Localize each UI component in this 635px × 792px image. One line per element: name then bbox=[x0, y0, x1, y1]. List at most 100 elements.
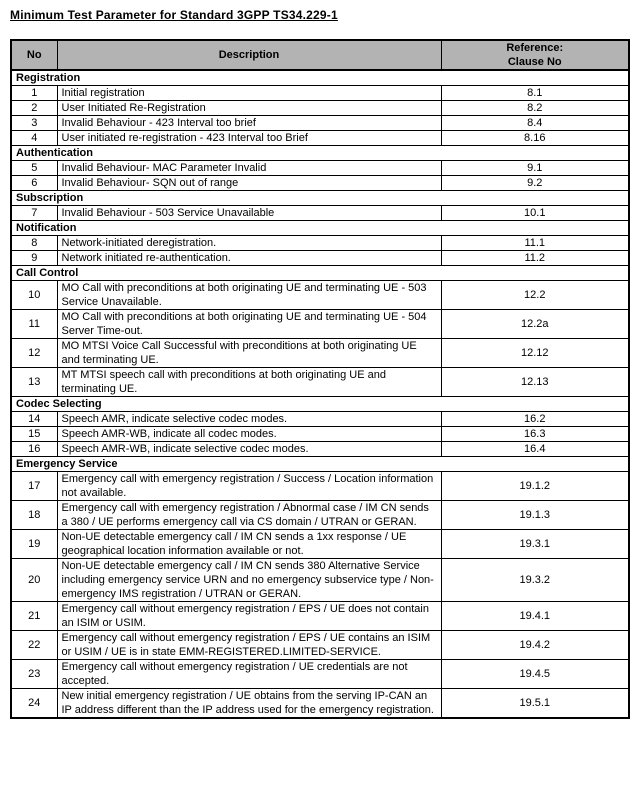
row-reference: 12.2a bbox=[440, 309, 630, 339]
row-description: Speech AMR, indicate selective codec mod… bbox=[56, 411, 442, 427]
row-reference: 12.12 bbox=[440, 338, 630, 368]
row-description: Speech AMR-WB, indicate all codec modes. bbox=[56, 426, 442, 442]
row-reference: 16.2 bbox=[440, 411, 630, 427]
row-reference: 19.4.5 bbox=[440, 659, 630, 689]
column-header-no: No bbox=[10, 39, 58, 71]
table-row: 17 Emergency call with emergency registr… bbox=[10, 471, 630, 501]
row-no: 22 bbox=[10, 630, 58, 660]
row-description: Non-UE detectable emergency call / IM CN… bbox=[56, 529, 442, 559]
row-no: 8 bbox=[10, 235, 58, 251]
row-reference: 19.4.2 bbox=[440, 630, 630, 660]
table-row: 15 Speech AMR-WB, indicate all codec mod… bbox=[10, 426, 630, 442]
row-no: 5 bbox=[10, 160, 58, 176]
table-row: 20 Non-UE detectable emergency call / IM… bbox=[10, 558, 630, 602]
table-row: 13 MT MTSI speech call with precondition… bbox=[10, 367, 630, 397]
section-title: Call Control bbox=[10, 265, 630, 281]
row-reference: 11.1 bbox=[440, 235, 630, 251]
section-row: Authentication bbox=[10, 145, 630, 161]
row-reference: 10.1 bbox=[440, 205, 630, 221]
section-title: Subscription bbox=[10, 190, 630, 206]
test-parameter-table: No Description Reference: Clause No Regi… bbox=[10, 39, 630, 719]
section-row: Codec Selecting bbox=[10, 396, 630, 412]
row-no: 7 bbox=[10, 205, 58, 221]
row-description: Speech AMR-WB, indicate selective codec … bbox=[56, 441, 442, 457]
row-no: 20 bbox=[10, 558, 58, 602]
row-reference: 9.2 bbox=[440, 175, 630, 191]
table-row: 12 MO MTSI Voice Call Successful with pr… bbox=[10, 338, 630, 368]
row-reference: 19.1.2 bbox=[440, 471, 630, 501]
row-reference: 8.4 bbox=[440, 115, 630, 131]
row-reference: 19.4.1 bbox=[440, 601, 630, 631]
section-row: Registration bbox=[10, 69, 630, 86]
row-description: Emergency call with emergency registrati… bbox=[56, 500, 442, 530]
row-reference: 19.1.3 bbox=[440, 500, 630, 530]
table-row: 21 Emergency call without emergency regi… bbox=[10, 601, 630, 631]
row-reference: 19.3.1 bbox=[440, 529, 630, 559]
row-description: Invalid Behaviour- MAC Parameter Invalid bbox=[56, 160, 442, 176]
column-header-reference: Reference: Clause No bbox=[440, 39, 630, 71]
table-row: 22 Emergency call without emergency regi… bbox=[10, 630, 630, 660]
row-no: 19 bbox=[10, 529, 58, 559]
column-header-description: Description bbox=[56, 39, 442, 71]
row-reference: 8.2 bbox=[440, 100, 630, 116]
page-title: Minimum Test Parameter for Standard 3GPP… bbox=[10, 8, 338, 22]
table-row: 11 MO Call with preconditions at both or… bbox=[10, 309, 630, 339]
table-row: 16 Speech AMR-WB, indicate selective cod… bbox=[10, 441, 630, 457]
row-description: MO Call with preconditions at both origi… bbox=[56, 309, 442, 339]
row-description: Emergency call without emergency registr… bbox=[56, 601, 442, 631]
row-description: Invalid Behaviour- SQN out of range bbox=[56, 175, 442, 191]
table-header-row: No Description Reference: Clause No bbox=[10, 39, 630, 71]
table-row: 19 Non-UE detectable emergency call / IM… bbox=[10, 529, 630, 559]
row-reference: 19.5.1 bbox=[440, 688, 630, 719]
section-title: Emergency Service bbox=[10, 456, 630, 472]
table-row: 7 Invalid Behaviour - 503 Service Unavai… bbox=[10, 205, 630, 221]
row-description: MO MTSI Voice Call Successful with preco… bbox=[56, 338, 442, 368]
row-reference: 9.1 bbox=[440, 160, 630, 176]
row-no: 3 bbox=[10, 115, 58, 131]
section-title: Registration bbox=[10, 69, 630, 86]
row-reference: 11.2 bbox=[440, 250, 630, 266]
section-row: Notification bbox=[10, 220, 630, 236]
table-row: 4 User initiated re-registration - 423 I… bbox=[10, 130, 630, 146]
table-row: 1 Initial registration 8.1 bbox=[10, 85, 630, 101]
table-row: 24 New initial emergency registration / … bbox=[10, 688, 630, 719]
table-row: 10 MO Call with preconditions at both or… bbox=[10, 280, 630, 310]
row-reference: 16.4 bbox=[440, 441, 630, 457]
row-description: Emergency call without emergency registr… bbox=[56, 659, 442, 689]
row-no: 10 bbox=[10, 280, 58, 310]
row-reference: 8.16 bbox=[440, 130, 630, 146]
row-reference: 8.1 bbox=[440, 85, 630, 101]
section-title: Codec Selecting bbox=[10, 396, 630, 412]
section-row: Emergency Service bbox=[10, 456, 630, 472]
row-no: 12 bbox=[10, 338, 58, 368]
row-no: 6 bbox=[10, 175, 58, 191]
section-title: Notification bbox=[10, 220, 630, 236]
row-description: Network initiated re-authentication. bbox=[56, 250, 442, 266]
row-no: 18 bbox=[10, 500, 58, 530]
row-reference: 19.3.2 bbox=[440, 558, 630, 602]
document-page: Minimum Test Parameter for Standard 3GPP… bbox=[10, 8, 630, 719]
section-row: Subscription bbox=[10, 190, 630, 206]
row-description: Emergency call without emergency registr… bbox=[56, 630, 442, 660]
table-row: 2 User Initiated Re-Registration 8.2 bbox=[10, 100, 630, 116]
row-description: New initial emergency registration / UE … bbox=[56, 688, 442, 719]
row-no: 21 bbox=[10, 601, 58, 631]
table-row: 14 Speech AMR, indicate selective codec … bbox=[10, 411, 630, 427]
table-row: 23 Emergency call without emergency regi… bbox=[10, 659, 630, 689]
row-description: User initiated re-registration - 423 Int… bbox=[56, 130, 442, 146]
row-description: MO Call with preconditions at both origi… bbox=[56, 280, 442, 310]
row-no: 4 bbox=[10, 130, 58, 146]
section-title: Authentication bbox=[10, 145, 630, 161]
row-no: 9 bbox=[10, 250, 58, 266]
table-row: 8 Network-initiated deregistration. 11.1 bbox=[10, 235, 630, 251]
row-no: 1 bbox=[10, 85, 58, 101]
table-row: 18 Emergency call with emergency registr… bbox=[10, 500, 630, 530]
row-no: 15 bbox=[10, 426, 58, 442]
table-row: 9 Network initiated re-authentication. 1… bbox=[10, 250, 630, 266]
row-description: MT MTSI speech call with preconditions a… bbox=[56, 367, 442, 397]
row-no: 24 bbox=[10, 688, 58, 719]
row-no: 23 bbox=[10, 659, 58, 689]
row-description: Network-initiated deregistration. bbox=[56, 235, 442, 251]
table-row: 5 Invalid Behaviour- MAC Parameter Inval… bbox=[10, 160, 630, 176]
row-description: Non-UE detectable emergency call / IM CN… bbox=[56, 558, 442, 602]
